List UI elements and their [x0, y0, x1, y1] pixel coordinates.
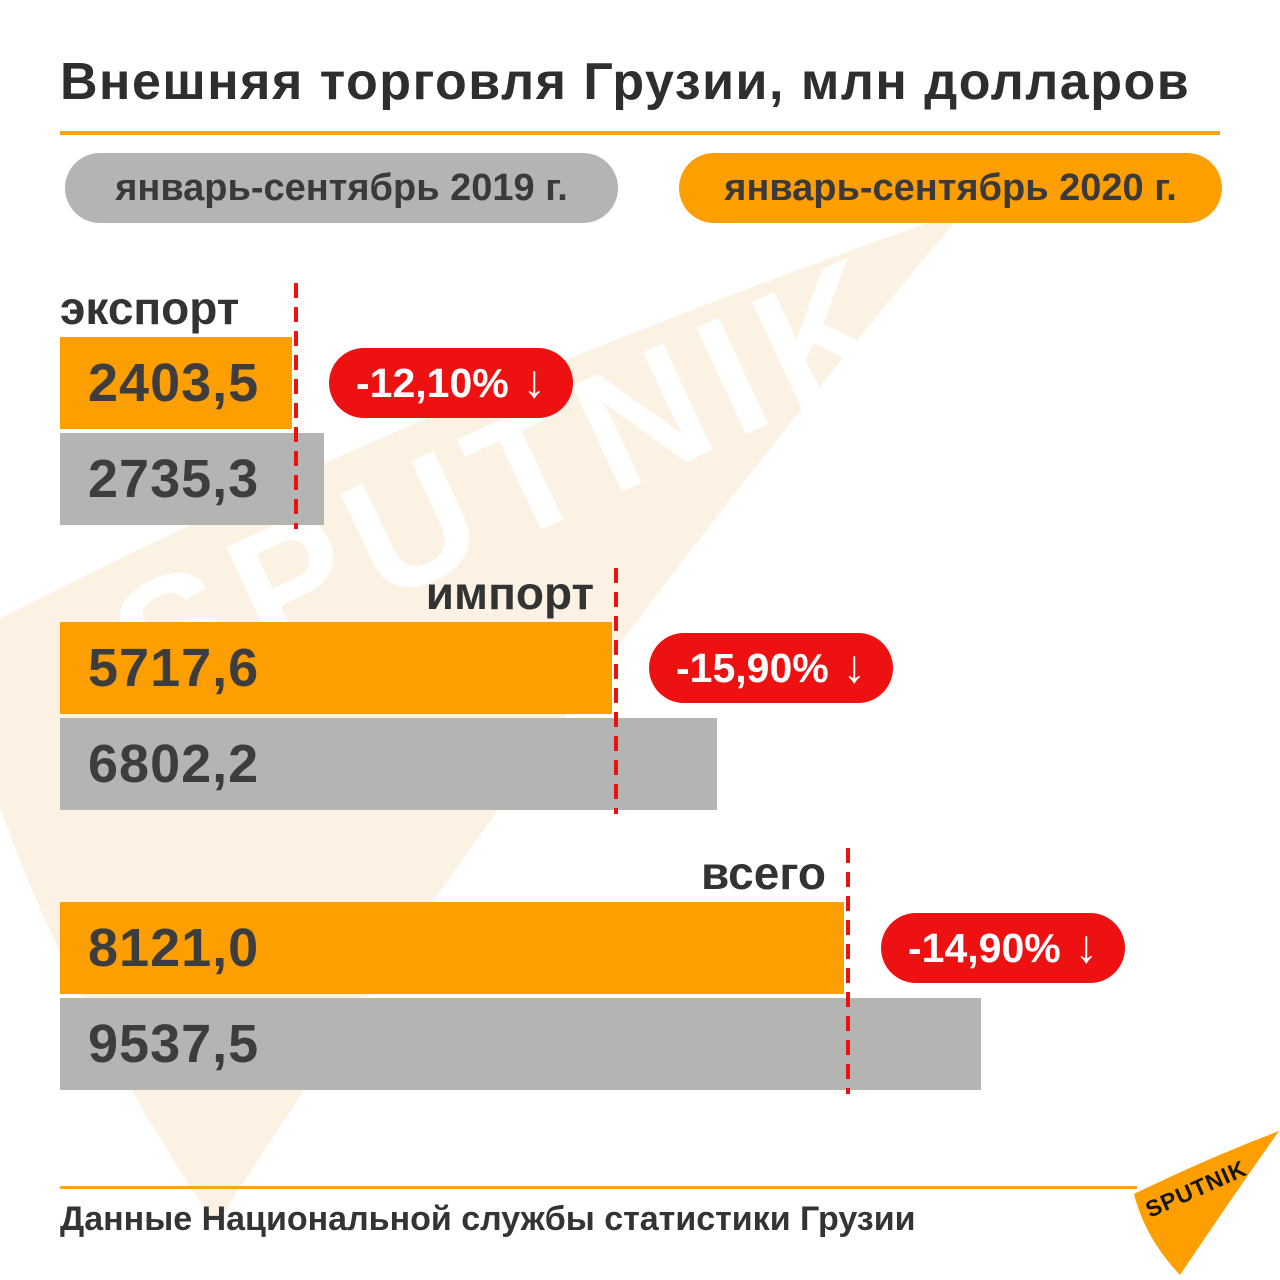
bar-2019-total: 9537,5: [60, 998, 981, 1090]
sputnik-logo-shape: [1134, 1131, 1279, 1275]
change-value-import: -15,90%: [676, 644, 829, 691]
threshold-line-export: [294, 283, 298, 529]
bar-2019-export: 2735,3: [60, 433, 324, 525]
threshold-line-import: [614, 568, 618, 814]
bar-value-2020-export: 2403,5: [88, 353, 260, 413]
change-value-total: -14,90%: [908, 924, 1061, 971]
category-label-export: экспорт: [60, 282, 240, 334]
threshold-line-total: [846, 848, 850, 1094]
bar-value-2019-total: 9537,5: [88, 1014, 260, 1074]
bar-value-2019-import: 6802,2: [88, 734, 260, 794]
change-badge-export: -12,10% ↓: [329, 348, 573, 418]
down-arrow-icon: ↓: [842, 640, 866, 692]
source-divider: [60, 1186, 1137, 1189]
group-export: экспорт 2403,5 2735,3 -12,10% ↓: [0, 283, 1280, 531]
change-badge-total: -14,90% ↓: [881, 913, 1125, 983]
bar-2019-import: 6802,2: [60, 718, 717, 810]
bar-2020-total: 8121,0: [60, 902, 844, 994]
bar-value-2019-export: 2735,3: [88, 449, 260, 509]
chart-title: Внешняя торговля Грузии, млн долларов: [60, 53, 1191, 111]
change-badge-import: -15,90% ↓: [649, 633, 893, 703]
group-total: всего 8121,0 9537,5 -14,90% ↓: [0, 848, 1280, 1096]
legend-pill-2020: январь-сентябрь 2020 г.: [679, 153, 1222, 223]
bar-value-2020-import: 5717,6: [88, 638, 260, 698]
bar-2020-export: 2403,5: [60, 337, 292, 429]
category-label-import: импорт: [425, 567, 594, 619]
bar-value-2020-total: 8121,0: [88, 918, 260, 978]
down-arrow-icon: ↓: [522, 355, 546, 407]
down-arrow-icon: ↓: [1074, 920, 1098, 972]
change-value-export: -12,10%: [356, 359, 509, 406]
category-label-total: всего: [701, 847, 826, 899]
legend-pill-2019: январь-сентябрь 2019 г.: [65, 153, 618, 223]
title-underline: [60, 131, 1220, 135]
sputnik-logo: SPUTNIK: [1134, 1131, 1279, 1275]
source-text: Данные Национальной службы статистики Гр…: [60, 1200, 916, 1238]
bar-2020-import: 5717,6: [60, 622, 612, 714]
group-import: импорт 5717,6 6802,2 -15,90% ↓: [0, 568, 1280, 816]
